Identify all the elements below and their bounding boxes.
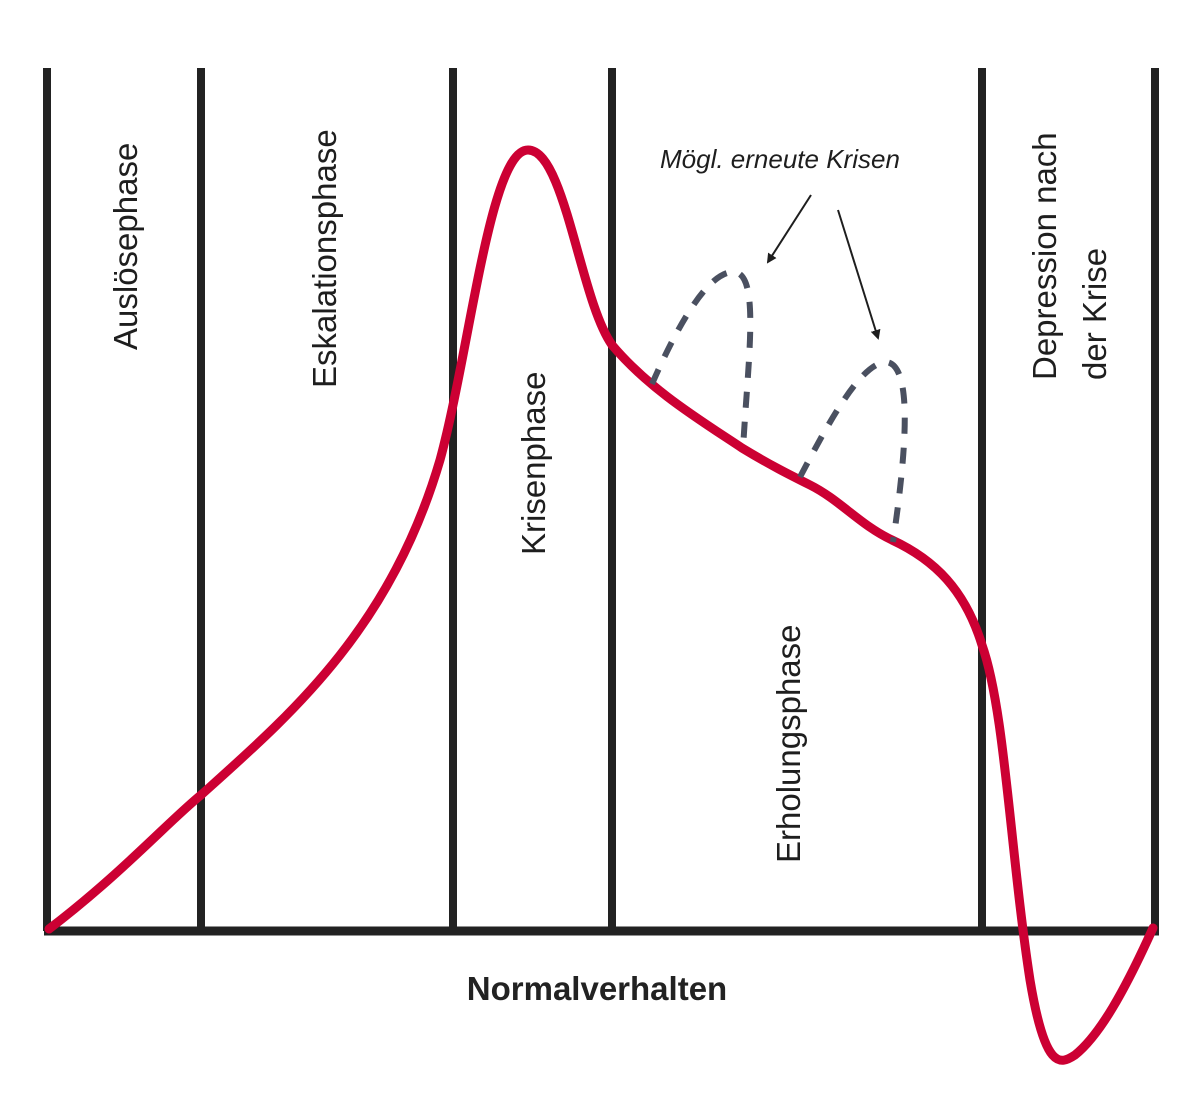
relapse-curve-1: [649, 269, 754, 450]
phase-label-depression-line2: der Krise: [1076, 248, 1113, 380]
baseline-label-normalverhalten: Normalverhalten: [467, 970, 727, 1007]
arrow-icon-relapse-2: [837, 209, 881, 340]
phase-dividers: [43, 68, 1159, 931]
phase-label-depression-line1: Depression nach: [1026, 132, 1063, 380]
relapse-curve-2: [797, 358, 908, 543]
phase-label-eskalationsphase: Eskalationsphase: [306, 129, 343, 388]
phase-label-ausloesephase: Auslösephase: [107, 143, 144, 350]
phase-label-erholungsphase: Erholungsphase: [770, 624, 807, 863]
crisis-curve: [44, 145, 1158, 1065]
arrow-icon-relapse-1: [766, 194, 812, 264]
phase-label-krisenphase: Krisenphase: [515, 372, 552, 555]
annotation-possible-relapses: Mögl. erneute Krisen: [660, 144, 900, 174]
